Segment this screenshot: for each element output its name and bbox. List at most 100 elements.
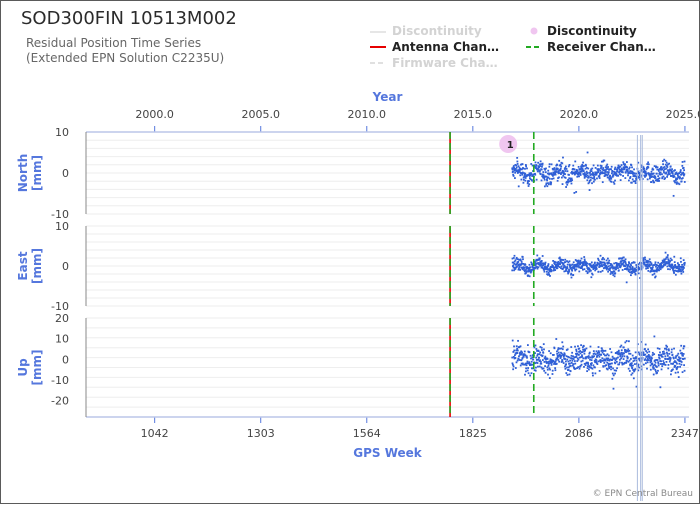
y-tick-label: 10 <box>55 333 69 346</box>
data-point <box>629 263 632 266</box>
data-point <box>547 362 550 365</box>
data-point <box>515 256 518 259</box>
data-point <box>571 263 574 266</box>
data-point <box>599 359 602 361</box>
data-point <box>640 174 643 177</box>
data-point <box>588 181 591 184</box>
data-point <box>591 182 593 185</box>
data-point <box>596 363 599 366</box>
data-point <box>596 164 599 167</box>
data-point <box>547 172 550 175</box>
data-point <box>610 168 612 171</box>
data-point <box>555 359 557 361</box>
data-point <box>516 349 519 352</box>
data-point <box>622 175 624 177</box>
data-point <box>630 164 633 167</box>
data-point <box>628 171 631 174</box>
data-point <box>568 270 571 272</box>
data-point <box>570 180 572 182</box>
data-point <box>598 168 600 171</box>
data-point <box>574 259 577 261</box>
data-point <box>600 347 603 350</box>
data-point <box>593 177 595 180</box>
data-point <box>536 254 539 257</box>
data-point <box>554 360 557 363</box>
data-point <box>649 173 652 176</box>
data-point <box>682 166 685 169</box>
data-point <box>593 265 596 267</box>
data-point <box>629 352 632 355</box>
data-point <box>683 169 686 172</box>
data-point <box>677 265 680 268</box>
data-point <box>627 270 630 273</box>
legend-item-discontinuity-line[interactable]: Discontinuity <box>392 24 482 38</box>
data-point <box>635 264 638 267</box>
data-point <box>583 256 586 258</box>
data-point <box>645 174 648 177</box>
data-point <box>540 354 542 357</box>
data-point <box>612 367 614 370</box>
data-point <box>656 371 658 374</box>
data-point <box>537 262 540 264</box>
data-point <box>584 364 587 367</box>
data-point <box>649 270 652 273</box>
data-point <box>647 161 650 164</box>
data-point <box>571 171 573 173</box>
data-point <box>571 351 574 354</box>
data-point <box>567 360 570 363</box>
data-point <box>657 361 660 364</box>
data-point <box>669 169 672 172</box>
data-point <box>633 370 635 373</box>
data-point <box>544 261 547 264</box>
data-point <box>521 266 523 269</box>
data-point <box>683 364 686 367</box>
data-point <box>675 361 678 364</box>
data-point <box>679 265 681 268</box>
legend-item-discontinuity-dot[interactable]: Discontinuity <box>547 24 637 38</box>
data-point <box>663 352 666 355</box>
data-point <box>666 345 669 348</box>
legend-item-firmware-change[interactable]: Firmware Cha… <box>392 56 498 70</box>
data-point <box>677 270 679 273</box>
data-point <box>632 377 635 380</box>
data-point <box>522 355 525 358</box>
data-point <box>584 356 587 359</box>
data-point <box>603 159 606 162</box>
data-point <box>512 365 515 368</box>
data-point <box>633 268 636 271</box>
data-point <box>655 264 658 266</box>
legend-item-receiver-change[interactable]: Receiver Chan… <box>547 40 656 54</box>
data-point <box>585 347 588 350</box>
data-point <box>606 257 609 260</box>
data-point <box>660 360 662 363</box>
legend-item-antenna-change[interactable]: Antenna Chan… <box>392 40 500 54</box>
data-point <box>516 170 518 173</box>
data-point <box>557 359 560 361</box>
data-point <box>619 262 621 265</box>
data-point <box>545 178 548 181</box>
data-point <box>656 168 659 171</box>
data-point <box>591 372 594 375</box>
data-point <box>561 162 564 165</box>
data-point <box>521 362 524 365</box>
data-point <box>620 169 622 172</box>
data-point <box>531 175 534 177</box>
data-point <box>614 272 617 275</box>
data-point <box>609 358 612 361</box>
data-point <box>539 359 541 362</box>
data-point <box>615 268 618 270</box>
data-point <box>623 166 626 169</box>
data-point <box>528 263 531 266</box>
data-point <box>572 355 574 358</box>
data-point <box>523 173 526 176</box>
data-point <box>524 263 527 266</box>
data-point <box>512 257 515 259</box>
data-point <box>635 357 637 360</box>
data-point <box>529 178 532 181</box>
data-point <box>520 263 523 266</box>
data-point <box>680 344 683 347</box>
data-point <box>637 161 640 164</box>
data-point <box>537 259 540 261</box>
data-point <box>543 167 546 170</box>
